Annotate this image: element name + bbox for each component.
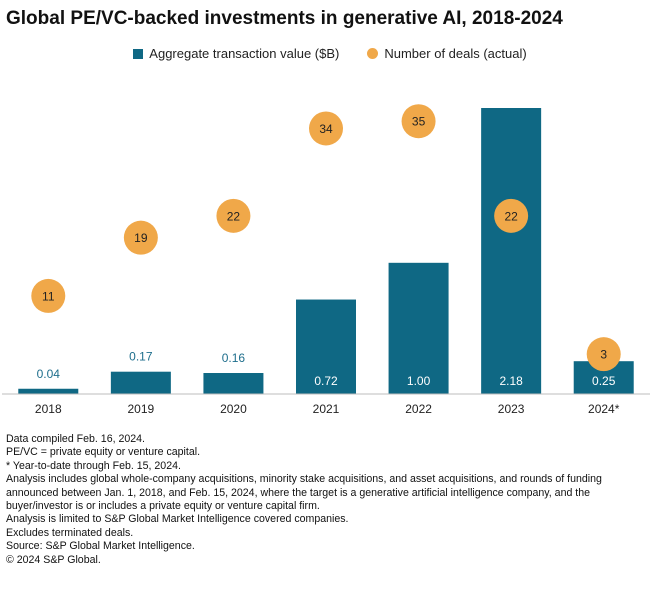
deal-count-label: 22 (504, 209, 518, 223)
note-excludes: Excludes terminated deals. (6, 526, 134, 539)
bar-2019 (110, 371, 171, 394)
x-axis-ticks: 2018 2019 2020 2021 2022 2023 2024* (35, 402, 620, 416)
deal-count-dot-2023 (494, 198, 529, 233)
x-tick-label: 2018 (35, 402, 62, 416)
footnotes: Data compiled Feb. 16, 2024. PE/VC = pri… (6, 433, 656, 567)
deal-count-label: 3 (600, 348, 607, 362)
legend-item-bars: Aggregate transaction value ($B) (133, 46, 339, 61)
note-pevc: PE/VC = private equity or venture capita… (6, 446, 201, 459)
bar-value-label: 1.00 (407, 374, 431, 388)
deal-count-dot-2020 (216, 198, 251, 233)
legend: Aggregate transaction value ($B) Number … (0, 46, 660, 61)
x-tick-label: 2019 (128, 402, 155, 416)
bar-2018 (18, 388, 79, 394)
dots-layer: 11 19 22 34 35 22 3 (31, 104, 621, 372)
note-copyright: © 2024 S&P Global. (6, 553, 101, 566)
chart-title: Global PE/VC-backed investments in gener… (6, 8, 563, 29)
note-coverage: Analysis is limited to S&P Global Market… (6, 513, 349, 526)
note-source: Source: S&P Global Market Intelligence. (6, 540, 195, 553)
deal-count-dot-2019 (123, 220, 158, 255)
bar-value-label: 0.25 (592, 374, 616, 388)
deal-count-label: 34 (319, 122, 333, 136)
bar-2021 (296, 299, 356, 394)
x-tick-label: 2022 (405, 402, 432, 416)
bar-value-label: 0.72 (314, 374, 338, 388)
bar-value-label: 0.04 (37, 367, 61, 381)
legend-swatch-dot (367, 48, 379, 59)
deal-count-label: 11 (42, 289, 55, 303)
deal-count-dot-2021 (309, 111, 343, 146)
note-analysis-scope: Analysis includes global whole-company a… (6, 473, 602, 513)
note-ytd: * Year-to-date through Feb. 15, 2024. (6, 459, 181, 472)
chart-plot: 0.04 0.17 0.16 0.72 1.00 2.18 0.25 11 19 22 34 35 2… (2, 104, 650, 416)
deal-count-label: 22 (227, 209, 241, 223)
x-tick-label: 2023 (498, 402, 525, 416)
bar-value-label: 0.16 (222, 351, 246, 365)
bar-2022 (388, 262, 449, 394)
deal-count-dot-2022 (401, 104, 436, 139)
deal-count-label: 35 (412, 115, 426, 129)
bar-2020 (203, 373, 264, 394)
bar-value-label: 2.18 (499, 374, 523, 388)
x-tick-label: 2020 (220, 402, 247, 416)
x-tick-label: 2024* (588, 402, 620, 416)
legend-label-dots: Number of deals (actual) (384, 46, 527, 61)
x-tick-label: 2021 (313, 402, 340, 416)
deal-count-label: 19 (134, 231, 148, 245)
note-compiled: Data compiled Feb. 16, 2024. (6, 433, 145, 445)
deal-count-dot-2024 (586, 337, 621, 372)
bars-layer: 0.04 0.17 0.16 0.72 1.00 2.18 0.25 (18, 108, 634, 394)
legend-item-dots: Number of deals (actual) (367, 46, 527, 61)
deal-count-dot-2018 (31, 278, 66, 313)
legend-swatch-bar (133, 48, 144, 59)
bar-value-label: 0.17 (129, 350, 153, 364)
bar-2023 (481, 108, 542, 394)
legend-label-bars: Aggregate transaction value ($B) (149, 46, 340, 61)
